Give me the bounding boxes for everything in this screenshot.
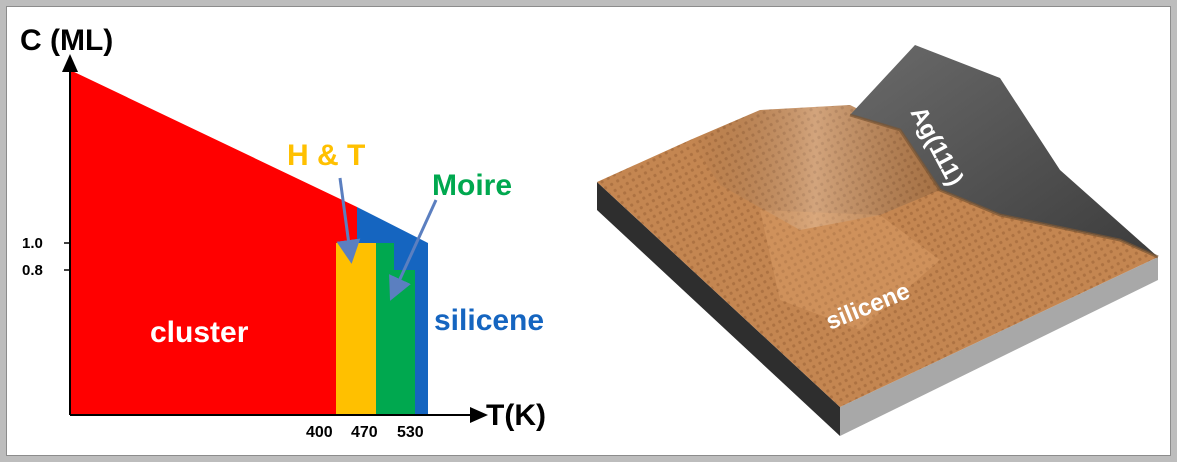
cluster-label: cluster [150, 316, 249, 349]
x-tick-label-2: 470 [351, 424, 378, 441]
moire-arrow [389, 199, 438, 301]
moire-region [376, 243, 415, 415]
x-axis-label: T(K) [486, 399, 546, 432]
stm-3d-image: silicene Ag(111) [597, 45, 1159, 436]
phase-diagram: C (ML) T(K) 1.0 0.8 400 470 530 cluster … [20, 24, 546, 441]
ridge-soft-glow [760, 210, 940, 330]
step-edge [849, 113, 1159, 259]
moire-label: Moire [432, 169, 512, 202]
x-tick-label-1: 400 [306, 424, 333, 441]
base-right-side [840, 257, 1158, 436]
y-tick-label-1: 1.0 [22, 235, 43, 252]
ridge-highlight [690, 105, 940, 230]
x-tick-label-3: 530 [397, 424, 424, 441]
ag-substrate [850, 45, 1158, 257]
ht-label: H & T [287, 139, 365, 172]
y-axis-label: C (ML) [20, 24, 113, 57]
ht-arrow [336, 177, 361, 264]
moire-notch [394, 243, 415, 270]
base-left-side [597, 182, 840, 436]
ht-region [336, 243, 376, 415]
silicene-label: silicene [434, 304, 544, 337]
y-tick-label-2: 0.8 [22, 262, 43, 279]
cluster-region [70, 70, 357, 415]
